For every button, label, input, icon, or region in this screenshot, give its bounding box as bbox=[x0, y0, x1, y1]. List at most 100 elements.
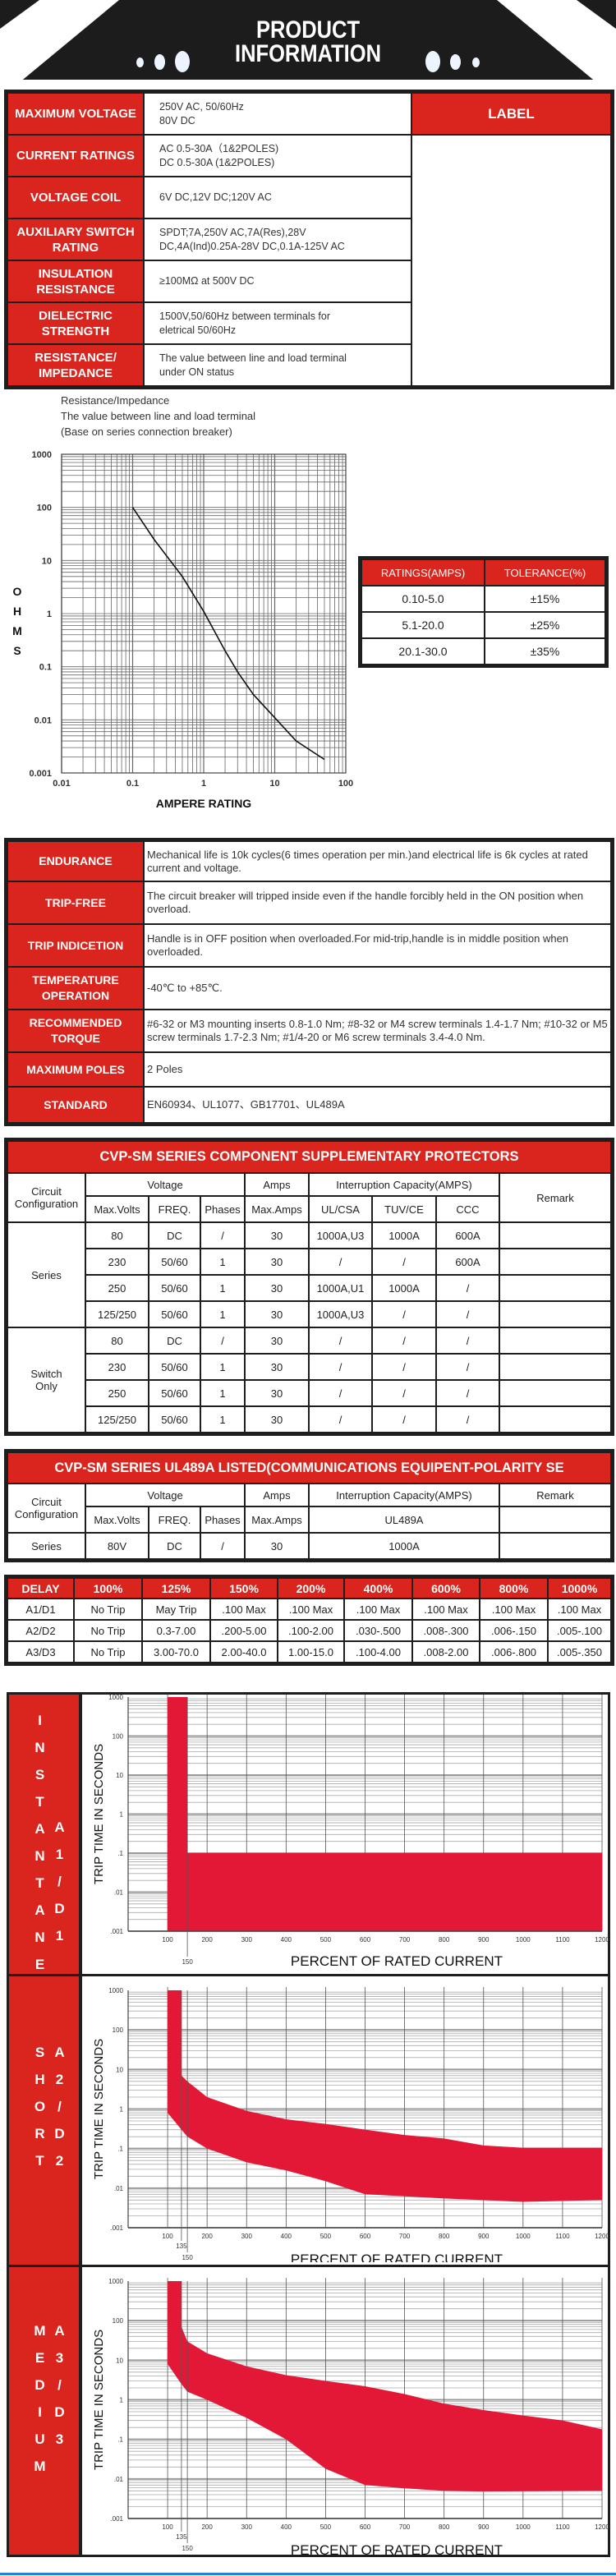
feature-row: TEMPERATURE OPERATION -40℃ to +85℃. bbox=[7, 966, 612, 1010]
features-table: ENDURANCE Mechanical life is 10k cycles(6… bbox=[4, 838, 614, 1126]
y-tick-label: 1000 bbox=[108, 1987, 123, 1994]
cell: 80V bbox=[85, 1532, 149, 1560]
x-tick-label: 600 bbox=[360, 2523, 371, 2531]
cell: / bbox=[435, 1405, 500, 1433]
x-tick-label: 1200 bbox=[595, 2523, 609, 2531]
marker-tick-label: 135 bbox=[176, 2533, 187, 2541]
delay-cell: .100-2.00 bbox=[277, 1619, 345, 1642]
note-line: Resistance/Impedance bbox=[61, 394, 170, 407]
plot-frame bbox=[61, 453, 347, 774]
x-axis-label: PERCENT OF RATED CURRENT bbox=[291, 2252, 503, 2262]
cell: 250 bbox=[85, 1274, 149, 1302]
marker-tick-label: 150 bbox=[182, 2545, 193, 2552]
table-title: CVP-SM SERIES UL489A LISTED(COMMUNICATIO… bbox=[6, 1451, 613, 1484]
x-tick-label: 300 bbox=[241, 2523, 253, 2531]
spec-row: CURRENT RATINGS AC 0.5-30A（1&2POLES) DC 0.… bbox=[7, 134, 612, 387]
cell: / bbox=[435, 1327, 500, 1355]
cell: / bbox=[308, 1379, 373, 1407]
y-tick-label: 10 bbox=[116, 1772, 123, 1779]
x-tick-label: 1000 bbox=[516, 2523, 531, 2531]
delay-cell: .100 Max bbox=[277, 1598, 345, 1621]
delay-header: 1000% bbox=[547, 1577, 612, 1599]
x-tick-label: 900 bbox=[478, 1936, 490, 1944]
feature-row: RECOMMENDED TORQUE #6-32 or M3 mounting i… bbox=[7, 1009, 612, 1053]
remark-cell bbox=[498, 1221, 613, 1249]
decor-dot bbox=[154, 54, 165, 70]
remark-cell bbox=[498, 1353, 613, 1381]
y-axis-label: TRIP TIME IN SECONDS bbox=[92, 2330, 106, 2470]
curve-code-label: A3/D3 bbox=[52, 2322, 67, 2459]
y-axis-label: OHMS bbox=[11, 585, 24, 664]
x-tick-label: 300 bbox=[241, 1936, 253, 1944]
x-tick-label: 200 bbox=[201, 2233, 213, 2240]
y-tick-label: .01 bbox=[114, 2476, 124, 2483]
cell: 1000A bbox=[371, 1274, 437, 1302]
marker-tick-label: 135 bbox=[176, 2242, 187, 2250]
subheader: Max.Amps bbox=[244, 1195, 310, 1223]
spec-value: SPDT;7A,250V AC,7A(Res),28V DC,4A(Ind)0.2… bbox=[143, 218, 412, 261]
curve-code-label: A2/D2 bbox=[52, 2044, 67, 2180]
subheader: UL489A bbox=[308, 1506, 500, 1534]
specifications-table: MAXIMUM VOLTAGE 250V AC, 50/60Hz 80V DC LAB… bbox=[4, 90, 614, 389]
spec-value-line: 6V DC,12V DC;120V AC bbox=[159, 191, 272, 203]
delay-cell: No Trip bbox=[73, 1598, 143, 1621]
y-tick-label: .001 bbox=[110, 2515, 123, 2523]
x-tick-label: 200 bbox=[201, 2523, 213, 2531]
y-axis-label: TRIP TIME IN SECONDS bbox=[92, 1744, 106, 1884]
y-axis-label: TRIP TIME IN SECONDS bbox=[92, 2039, 106, 2179]
x-tick-label: 100 bbox=[162, 2523, 173, 2531]
delay-cell: .008-2.00 bbox=[411, 1640, 480, 1663]
cell: 30 bbox=[244, 1221, 310, 1249]
x-axis-label: PERCENT OF RATED CURRENT bbox=[291, 1953, 503, 1969]
cell: 30 bbox=[244, 1274, 310, 1302]
delay-table: DELAY 100% 125% 150% 200% 400% 600% 800% 1000% A1… bbox=[4, 1575, 614, 1666]
x-tick-label: 1000 bbox=[516, 1936, 531, 1944]
cell: 1 bbox=[200, 1379, 246, 1407]
x-tick-label: 700 bbox=[399, 1936, 411, 1944]
curve-code-label: A1/D1 bbox=[52, 1819, 67, 1955]
feature-value: -40℃ to +85℃. bbox=[143, 966, 612, 1010]
cell: 30 bbox=[244, 1532, 310, 1560]
feature-label: TEMPERATURE OPERATION bbox=[7, 966, 145, 1010]
cell: 1 bbox=[200, 1353, 246, 1381]
trip-curve-chart: 1000 100 10 1 .1 .01 .001 100 200 300 400 500 600 700… bbox=[92, 2278, 609, 2555]
tolerance-cell: 5.1-20.0 bbox=[361, 611, 485, 639]
table-row: 125/250 50/60 1 30 1000A,U3// bbox=[7, 1300, 613, 1328]
cell: 80 bbox=[85, 1221, 149, 1249]
curve-side-label: SHORT A2/D2 bbox=[9, 1976, 82, 2265]
feature-row: MAXIMUM POLES 2 Poles bbox=[7, 1051, 612, 1088]
trip-curve-panel-a2-d2: SHORT A2/D2 1000 100 10 1 .1 .01 .001 100 200 300 40… bbox=[7, 1974, 610, 2267]
cell: 50/60 bbox=[148, 1353, 201, 1381]
header-interruption-capacity: Interruption Capacity(AMPS) bbox=[308, 1172, 500, 1197]
y-tick-label: 0.1 bbox=[39, 663, 52, 673]
spec-label: MAXIMUM VOLTAGE bbox=[7, 92, 145, 136]
delay-row: A2/D2 No Trip 0.3-7.00.200-5.00.100-2.00.0… bbox=[7, 1619, 612, 1642]
feature-row: STANDARD EN60934、UL1077、GB17701、UL489A bbox=[7, 1086, 612, 1124]
cell: 1 bbox=[200, 1300, 246, 1328]
delay-header: 600% bbox=[411, 1577, 480, 1599]
y-tick-label: .1 bbox=[117, 2436, 123, 2444]
feature-label: RECOMMENDED TORQUE bbox=[7, 1009, 145, 1053]
y-tick-label: .001 bbox=[110, 1928, 123, 1935]
cell: 30 bbox=[244, 1353, 310, 1381]
cell: / bbox=[308, 1248, 373, 1276]
feature-value: Mechanical life is 10k cycles(6 times op… bbox=[143, 840, 612, 882]
cell: 1000A,U3 bbox=[308, 1221, 373, 1249]
cell: DC bbox=[148, 1327, 201, 1355]
decor-dot bbox=[136, 58, 144, 67]
tolerance-cell: 0.10-5.0 bbox=[361, 585, 485, 613]
y-tick-label: 100 bbox=[113, 1733, 124, 1741]
decor-dot bbox=[175, 51, 190, 72]
feature-label: TRIP INDICETION bbox=[7, 923, 145, 968]
y-tick-label: 1 bbox=[47, 610, 52, 619]
x-tick-label: 500 bbox=[320, 2523, 332, 2531]
cell: 1000A bbox=[308, 1532, 500, 1560]
x-tick-label: 600 bbox=[360, 2233, 371, 2240]
tolerance-cell: 20.1-30.0 bbox=[361, 637, 485, 665]
cell: / bbox=[435, 1379, 500, 1407]
tolerance-table: RATINGS(AMPS) TOLERANCE(%) 0.10-5.0 ±15% 5.1… bbox=[358, 556, 609, 668]
tolerance-header: TOLERANCE(%) bbox=[484, 559, 606, 586]
spec-label: DIELECTRIC STRENGTH bbox=[7, 301, 145, 345]
cell: 125/250 bbox=[85, 1405, 149, 1433]
